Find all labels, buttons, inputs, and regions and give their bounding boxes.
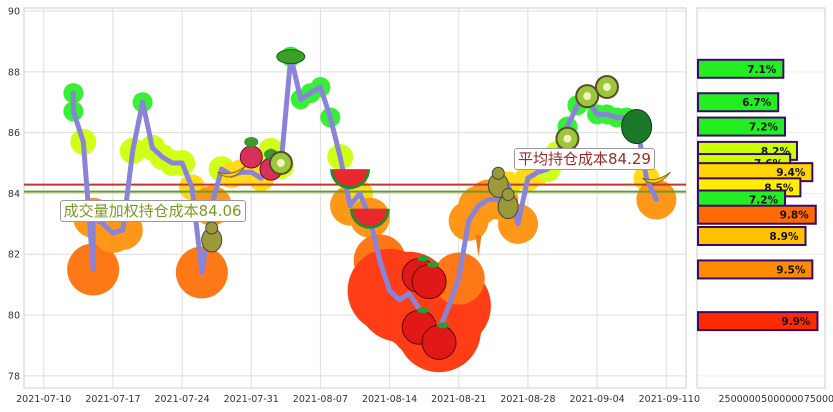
apple-marker bbox=[421, 322, 457, 360]
radish-icon bbox=[239, 145, 263, 169]
leaf-icon bbox=[436, 322, 449, 329]
kiwi-marker bbox=[268, 151, 293, 176]
x-tick-label: 2021-08-28 bbox=[500, 394, 555, 405]
pear-top-icon bbox=[501, 188, 515, 202]
pear-top-icon bbox=[205, 221, 219, 235]
side-x-tick-label: 0 bbox=[694, 394, 700, 405]
x-tick-label: 2021-08-14 bbox=[362, 394, 417, 405]
radish-marker bbox=[239, 136, 263, 169]
x-tick-label: 2021-08-21 bbox=[431, 394, 486, 405]
pea-pod-icon bbox=[276, 49, 306, 65]
y-tick-label: 82 bbox=[8, 250, 20, 261]
pear-marker bbox=[497, 188, 519, 220]
volume-bar bbox=[697, 58, 785, 79]
watermelon-marker bbox=[330, 169, 371, 190]
y-tick-label: 84 bbox=[8, 189, 20, 200]
banana-marker bbox=[642, 171, 671, 184]
volume-bar-label: 7.2% bbox=[749, 195, 779, 207]
kiwi-core-icon bbox=[602, 83, 611, 92]
y-tick-label: 90 bbox=[8, 7, 20, 18]
y-tick-label: 78 bbox=[8, 371, 20, 382]
apple-icon bbox=[421, 324, 457, 360]
banana-icon bbox=[642, 171, 671, 184]
kiwi-core-icon bbox=[563, 134, 572, 143]
kiwi-core-icon bbox=[276, 159, 285, 168]
kiwi-marker bbox=[555, 126, 580, 151]
volume-bar-label: 7.2% bbox=[749, 122, 779, 134]
volume-profile-panel: 02500000500000075000007.1%6.7%7.2%8.2%7.… bbox=[694, 7, 833, 405]
apple-icon bbox=[411, 264, 447, 300]
x-tick-label: 2021-09-11 bbox=[639, 394, 694, 405]
volume-bar-label: 9.8% bbox=[780, 210, 810, 222]
leaf-icon bbox=[417, 307, 430, 314]
x-tick-label: 2021-07-31 bbox=[224, 394, 279, 405]
pea-marker bbox=[276, 49, 306, 65]
x-tick-label: 2021-09-04 bbox=[569, 394, 624, 405]
volume-bar bbox=[697, 311, 819, 332]
volume-bar-label: 9.5% bbox=[776, 264, 806, 276]
melon-icon bbox=[621, 109, 653, 145]
kiwi-core-icon bbox=[583, 92, 592, 101]
carrot-icon bbox=[475, 235, 482, 258]
apple-marker bbox=[411, 261, 447, 300]
average-cost-annotation: 平均持仓成本84.29 bbox=[514, 147, 655, 170]
volume-bar bbox=[697, 226, 807, 246]
x-tick-label: 2021-07-24 bbox=[154, 394, 209, 405]
volume-bar-label: 7.1% bbox=[747, 64, 777, 76]
side-x-tick-label: 2500000 bbox=[719, 394, 761, 405]
volume-bar-label: 9.4% bbox=[776, 167, 806, 179]
x-tick-label: 2021-07-10 bbox=[16, 394, 71, 405]
watermelon-flesh-icon bbox=[352, 208, 387, 226]
volume-bar bbox=[697, 92, 780, 113]
y-tick-label: 88 bbox=[8, 67, 20, 78]
main-plot: 78 80 82 84 86 88 90 2021-07-10 2021-07-17 2021-0… bbox=[8, 7, 694, 405]
radish-leaf-icon bbox=[244, 136, 259, 147]
volume-bar bbox=[697, 116, 787, 137]
volume-bar-label: 9.9% bbox=[781, 316, 811, 328]
leaf-icon bbox=[417, 255, 430, 262]
kiwi-marker bbox=[575, 84, 600, 109]
volume-bar bbox=[697, 259, 814, 280]
volume-bar bbox=[697, 204, 817, 225]
side-x-tick-label: 7500000 bbox=[804, 394, 833, 405]
volume-bar-label: 8.9% bbox=[769, 231, 799, 243]
melon-marker bbox=[621, 109, 653, 145]
pear-top-icon bbox=[491, 166, 505, 180]
watermelon-marker bbox=[349, 208, 390, 229]
x-tick-label: 2021-08-07 bbox=[293, 394, 348, 405]
x-tick-label: 2021-07-17 bbox=[85, 394, 140, 405]
watermelon-flesh-icon bbox=[333, 169, 368, 187]
y-tick-label: 86 bbox=[8, 128, 20, 139]
y-tick-label: 80 bbox=[8, 311, 20, 322]
weighted-cost-annotation: 成交量加权持仓成本84.06 bbox=[59, 199, 246, 222]
kiwi-marker bbox=[594, 75, 619, 100]
leaf-icon bbox=[427, 261, 440, 268]
carrot-marker bbox=[475, 235, 482, 258]
side-x-tick-label: 5000000 bbox=[761, 394, 803, 405]
volume-bar-label: 6.7% bbox=[742, 97, 772, 109]
pear-marker bbox=[201, 221, 223, 253]
